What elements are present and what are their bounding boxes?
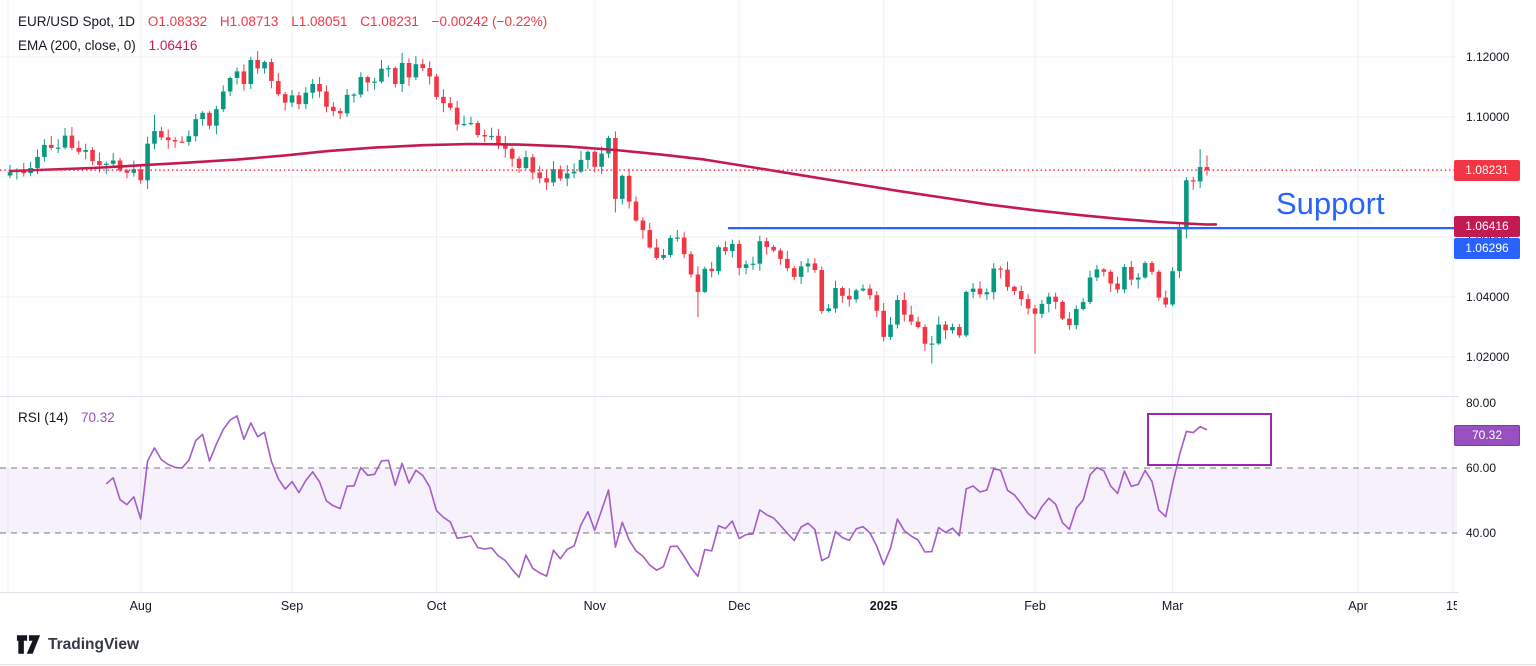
time-axis-label: 2025 — [869, 599, 898, 613]
ema-value: 1.06416 — [148, 38, 198, 53]
ohlc-open: O1.08332 — [147, 14, 208, 29]
main-series-legend[interactable]: EUR/USD Spot, 1D O1.08332 H1.08713 L1.08… — [18, 14, 556, 29]
time-axis-label: Apr — [1348, 599, 1368, 613]
candlestick-series[interactable] — [7, 51, 1210, 364]
ema-line[interactable] — [8, 142, 1218, 226]
rsi-highlight-box[interactable] — [1147, 413, 1272, 466]
ema-label: EMA (200, close, 0) — [18, 38, 136, 53]
time-axis-label: Mar — [1161, 599, 1184, 613]
tradingview-logo-icon — [16, 635, 41, 654]
time-axis-label: Nov — [583, 599, 606, 613]
time-axis-label: Dec — [728, 599, 751, 613]
time-axis-label: Oct — [426, 599, 447, 613]
price-badge: 70.32 — [1454, 424, 1520, 446]
rsi-value: 70.32 — [81, 410, 115, 425]
time-axis[interactable]: Aug Sep Oct Nov Dec 2025 Feb Mar Apr 15 — [0, 592, 1457, 628]
rsi-line[interactable] — [105, 415, 1208, 578]
time-axis-label: Aug — [129, 599, 152, 613]
ohlc-high: H1.08713 — [219, 14, 279, 29]
price-axis-label: 1.12000 — [1466, 50, 1510, 64]
rsi-legend[interactable]: RSI (14) 70.32 — [18, 410, 124, 425]
price-badge: 1.06416 — [1454, 215, 1520, 237]
rsi-axis-label: 40.00 — [1466, 526, 1497, 540]
ohlc-close: C1.08231 — [360, 14, 419, 29]
time-axis-label: Feb — [1024, 599, 1046, 613]
support-annotation-label[interactable]: Support — [1276, 186, 1385, 221]
symbol-title: EUR/USD Spot, 1D — [18, 14, 136, 29]
rsi-axis-label: 60.00 — [1466, 461, 1497, 475]
tradingview-attribution[interactable]: TradingView — [16, 634, 139, 655]
price-axis-label: 1.02000 — [1466, 350, 1510, 364]
time-axis-label: Sep — [280, 599, 304, 613]
rsi-band — [0, 468, 1457, 533]
ema-legend[interactable]: EMA (200, close, 0) 1.06416 — [18, 38, 206, 53]
daily-change: −0.00242 (−0.22%) — [431, 14, 548, 29]
rsi-axis-label: 80.00 — [1466, 396, 1497, 410]
price-axis-label: 1.10000 — [1466, 110, 1510, 124]
price-axis-label: 1.04000 — [1466, 290, 1510, 304]
time-axis-label: 15 — [1446, 599, 1457, 613]
price-badge: 1.06296 — [1454, 237, 1520, 259]
ohlc-low: L1.08051 — [291, 14, 348, 29]
price-badge: 1.08231 — [1454, 159, 1520, 181]
price-axis[interactable]: 1.120001.100001.080001.060001.040001.020… — [1459, 0, 1536, 628]
rsi-label: RSI (14) — [18, 410, 69, 425]
tradingview-logo-text: TradingView — [48, 635, 140, 653]
